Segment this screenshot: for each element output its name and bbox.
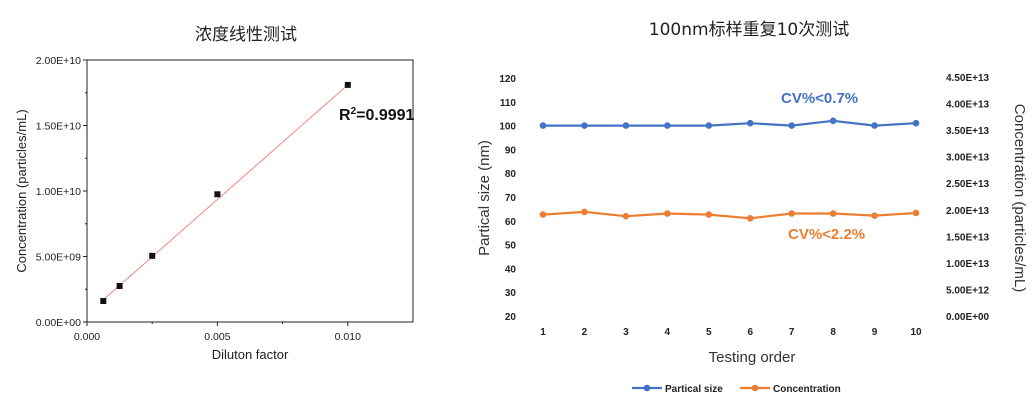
series-point-1: [788, 210, 795, 217]
right-x-tick-label: 6: [747, 327, 753, 338]
right-chart-title: 100nm标样重复10次测试: [649, 20, 849, 40]
series-point-0: [912, 119, 920, 127]
series-point-1: [664, 210, 671, 217]
right-series: [539, 117, 920, 222]
left-y-tick-label: 1.00E+10: [36, 186, 81, 198]
left-y-axis-label: Concentration (particles/mL): [14, 109, 29, 272]
right-right-y-ticks: 0.00E+00 5.00E+12 1.00E+13 1.50E+13 2.00E+13…: [946, 73, 990, 323]
cv-size-annotation: CV%<0.7%: [781, 90, 858, 107]
series-point-1: [871, 212, 878, 219]
left-y-tick-label: 2.00E+10: [36, 55, 81, 67]
left-x-axis-label: Diluton factor: [212, 347, 289, 362]
left-data-point: [149, 252, 156, 259]
right-x-tick-label: 8: [830, 327, 836, 338]
series-point-0: [871, 122, 878, 129]
left-data-point: [100, 298, 107, 305]
series-point-1: [581, 208, 588, 216]
r2-prefix: R: [339, 107, 351, 124]
left-data-point: [214, 191, 221, 198]
left-y-ticks: 0.00E+00 5.00E+09 1.00E+10 1.50E+10 2.00E+10: [36, 55, 87, 329]
right-x-tick-label: 7: [789, 327, 795, 338]
left-x-tick-label: 0.005: [204, 331, 230, 343]
right-left-y-tick-label: 120: [499, 74, 516, 85]
r2-value: =0.9991: [356, 107, 414, 124]
series-line-1: [542, 210, 917, 220]
legend-label: Concentration: [773, 384, 841, 395]
series-point-1: [705, 211, 713, 218]
left-plot-frame: [86, 59, 414, 323]
left-data-points: [100, 81, 351, 305]
right-right-y-axis-label: Concentration (particles/mL): [1011, 104, 1028, 292]
right-right-y-tick-label: 2.00E+13: [946, 206, 990, 217]
series-point-0: [705, 122, 713, 129]
series-point-0: [664, 122, 671, 129]
right-x-tick-label: 1: [540, 327, 546, 338]
series-point-0: [829, 117, 837, 125]
right-left-y-tick-label: 90: [505, 145, 517, 156]
right-right-y-tick-label: 1.00E+13: [946, 259, 990, 270]
series-point-0: [581, 122, 588, 129]
left-r2-annotation: R2=0.9991: [339, 106, 415, 124]
legend-swatch-marker: [643, 384, 651, 392]
series-point-1: [912, 209, 920, 217]
right-x-ticks: 1 2 3 4 5 6 7 8 9 10: [540, 327, 922, 338]
right-left-y-tick-label: 50: [505, 241, 517, 252]
right-legend: Partical size Concentration: [632, 384, 841, 395]
right-left-y-tick-label: 40: [505, 264, 517, 275]
right-left-y-tick-label: 110: [500, 98, 517, 109]
left-y-tick-label: 1.50E+10: [36, 121, 81, 133]
right-left-y-tick-label: 100: [499, 122, 516, 133]
right-x-tick-label: 10: [910, 327, 922, 338]
series-point-1: [746, 214, 754, 222]
left-x-tick-label: 0.000: [74, 331, 100, 343]
right-right-y-tick-label: 4.50E+13: [946, 73, 990, 84]
right-x-axis-label: Testing order: [709, 349, 796, 366]
left-data-point: [116, 282, 123, 289]
left-y-tick-label: 5.00E+09: [36, 252, 81, 264]
right-right-y-tick-label: 0.00E+00: [946, 312, 990, 323]
right-left-y-tick-label: 80: [505, 169, 517, 180]
series-point-1: [539, 211, 547, 218]
right-left-y-tick-label: 60: [505, 217, 517, 228]
r2-superscript: 2: [351, 106, 357, 117]
right-x-tick-label: 4: [665, 327, 671, 338]
legend-swatch-marker: [751, 384, 759, 392]
series-point-1: [622, 212, 630, 220]
right-left-y-tick-label: 20: [505, 312, 517, 323]
right-x-tick-label: 2: [582, 327, 588, 338]
series-point-1: [829, 210, 837, 217]
left-data-point: [344, 81, 351, 88]
right-left-y-tick-label: 30: [505, 288, 517, 299]
right-right-y-tick-label: 5.00E+12: [946, 285, 990, 296]
left-chart-title: 浓度线性测试: [195, 25, 297, 45]
right-left-y-ticks: 20 30 40 50 60 70 80 90 100 110 120: [499, 74, 516, 323]
right-x-tick-label: 5: [706, 327, 712, 338]
right-chart: 100nm标样重复10次测试 2030405060708090100110120…: [476, 20, 1028, 395]
left-y-tick-label: 0.00E+00: [36, 317, 81, 329]
series-point-0: [788, 122, 795, 129]
series-line-0: [543, 119, 917, 127]
series-point-0: [746, 119, 754, 127]
right-right-y-tick-label: 2.50E+13: [946, 179, 990, 190]
right-x-tick-label: 3: [623, 327, 629, 338]
right-x-tick-label: 9: [872, 327, 878, 338]
cv-concentration-annotation: CV%<2.2%: [788, 226, 865, 243]
series-point-0: [622, 122, 630, 129]
right-right-y-tick-label: 3.50E+13: [946, 126, 990, 137]
right-right-y-tick-label: 3.00E+13: [946, 153, 990, 164]
right-right-y-tick-label: 4.00E+13: [946, 100, 990, 111]
left-chart: 浓度线性测试 0.00E+00 5.00E+09 1.00E+10 1.50E+10 2…: [14, 25, 415, 362]
right-left-y-axis-label: Partical size (nm): [476, 140, 493, 256]
left-x-ticks: 0.000 0.005 0.010: [74, 322, 361, 343]
right-right-y-tick-label: 1.50E+13: [946, 232, 990, 243]
left-fit-line: [102, 84, 349, 301]
right-left-y-tick-label: 70: [505, 193, 517, 204]
legend-label: Partical size: [665, 384, 723, 395]
series-point-0: [539, 122, 547, 129]
left-x-tick-label: 0.010: [335, 331, 361, 343]
